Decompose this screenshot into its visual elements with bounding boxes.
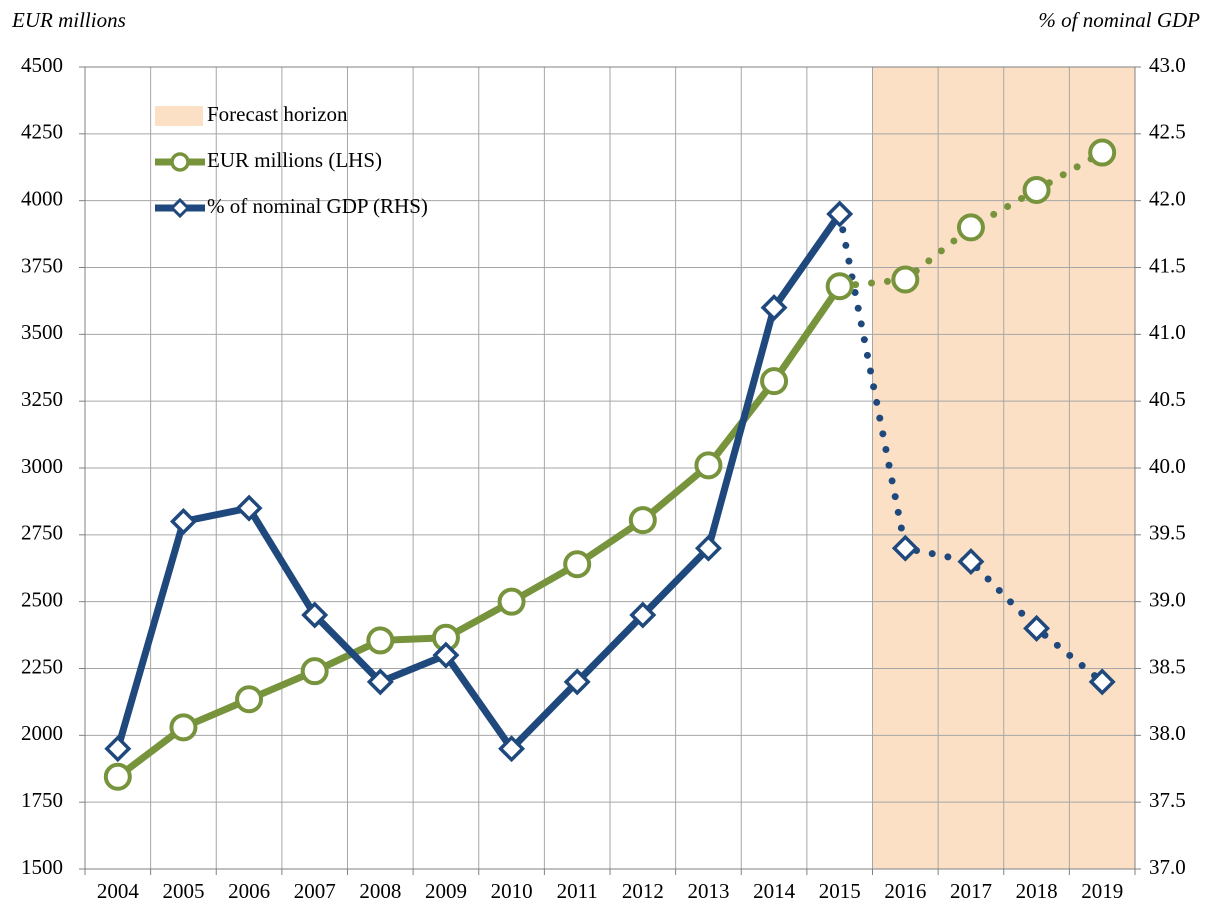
x-tick-label: 2016 (884, 879, 926, 903)
y-tick-label: 2000 (21, 721, 63, 745)
x-tick-label: 2008 (359, 879, 401, 903)
y2-tick-label: 40.0 (1149, 454, 1186, 478)
marker-diamond (760, 294, 788, 322)
y2-axis-title: % of nominal GDP (1038, 8, 1200, 32)
marker-diamond (432, 641, 460, 669)
x-tick-label: 2010 (491, 879, 533, 903)
marker-diamond (498, 735, 526, 763)
y2-tick-label: 39.5 (1149, 521, 1186, 545)
series-line-forecast (836, 210, 1106, 686)
marker-circle (956, 213, 985, 242)
marker-diamond (1023, 614, 1051, 642)
y2-tick-label: 42.5 (1149, 120, 1186, 144)
marker-circle (1022, 175, 1051, 204)
marker-diamond (366, 668, 394, 696)
legend-label: EUR millions (LHS) (207, 148, 382, 172)
x-tick-label: 2017 (950, 879, 992, 903)
y2-tick-label: 38.0 (1149, 721, 1186, 745)
y-tick-label: 1500 (21, 855, 63, 879)
marker-diamond (563, 668, 591, 696)
y-tick-label: 3000 (21, 454, 63, 478)
x-tick-label: 2009 (425, 879, 467, 903)
marker-diamond (1088, 668, 1116, 696)
y-tick-label: 4500 (21, 53, 63, 77)
x-tick-label: 2005 (162, 879, 204, 903)
marker-circle (366, 626, 395, 655)
marker-diamond (629, 601, 657, 629)
x-tick-label: 2006 (228, 879, 270, 903)
legend-marker (169, 197, 191, 219)
legend-swatch-region (155, 106, 203, 126)
y2-tick-label: 43.0 (1149, 53, 1186, 77)
y-tick-label: 1750 (21, 788, 63, 812)
x-tick-label: 2013 (687, 879, 729, 903)
marker-circle (825, 272, 854, 301)
y-tick-label: 3750 (21, 253, 63, 277)
marker-diamond (169, 507, 197, 535)
marker-circle (300, 657, 329, 686)
y2-tick-label: 37.5 (1149, 788, 1186, 812)
marker-diamond (104, 735, 132, 763)
marker-diamond (826, 200, 854, 228)
y-tick-label: 2250 (21, 654, 63, 678)
marker-diamond (891, 534, 919, 562)
y2-tick-label: 41.5 (1149, 253, 1186, 277)
marker-circle (235, 685, 264, 714)
x-tick-label: 2007 (294, 879, 336, 903)
marker-circle (103, 762, 132, 791)
legend-label: Forecast horizon (207, 102, 348, 126)
marker-circle (694, 451, 723, 480)
legend-label: % of nominal GDP (RHS) (207, 194, 428, 218)
y2-tick-label: 41.0 (1149, 320, 1186, 344)
x-tick-label: 2014 (753, 879, 796, 903)
marker-diamond (235, 494, 263, 522)
y-axis-title: EUR millions (11, 8, 126, 32)
y2-tick-label: 37.0 (1149, 855, 1186, 879)
marker-circle (1088, 138, 1117, 167)
y-tick-label: 3500 (21, 320, 63, 344)
x-tick-label: 2004 (97, 879, 140, 903)
marker-diamond (301, 601, 329, 629)
y2-tick-label: 38.5 (1149, 654, 1186, 678)
marker-diamond (957, 548, 985, 576)
marker-circle (169, 713, 198, 742)
marker-diamond (694, 534, 722, 562)
marker-circle (563, 550, 592, 579)
x-tick-label: 2015 (819, 879, 861, 903)
legend-marker (170, 152, 190, 172)
y2-tick-label: 39.0 (1149, 587, 1186, 611)
y-tick-label: 2750 (21, 521, 63, 545)
marker-circle (497, 587, 526, 616)
x-tick-label: 2011 (557, 879, 598, 903)
x-tick-label: 2019 (1081, 879, 1123, 903)
y2-tick-label: 42.0 (1149, 186, 1186, 210)
marker-circle (628, 506, 657, 535)
y-tick-label: 4250 (21, 120, 63, 144)
x-tick-label: 2018 (1016, 879, 1058, 903)
x-tick-label: 2012 (622, 879, 664, 903)
y-tick-label: 2500 (21, 587, 63, 611)
y2-tick-label: 40.5 (1149, 387, 1186, 411)
marker-circle (760, 367, 789, 396)
y-tick-label: 3250 (21, 387, 63, 411)
y-tick-label: 4000 (21, 186, 63, 210)
marker-circle (891, 265, 920, 294)
